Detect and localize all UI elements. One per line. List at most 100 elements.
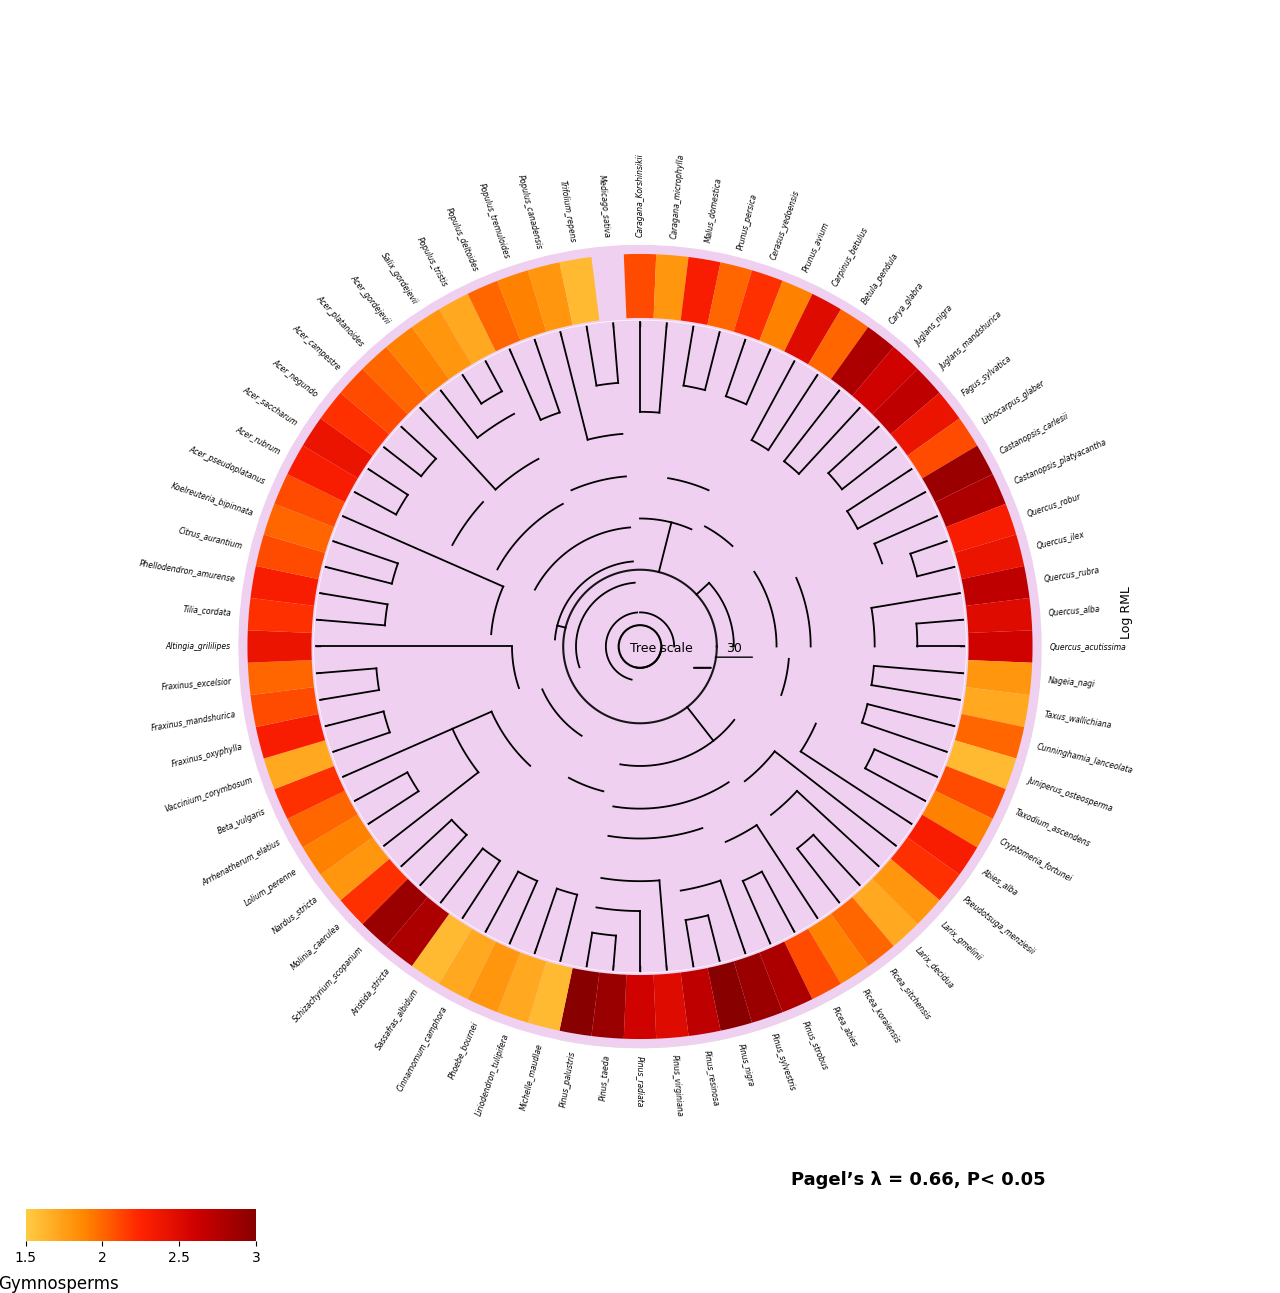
Wedge shape [559, 968, 599, 1036]
Text: Acer_saccharum: Acer_saccharum [242, 384, 300, 427]
Text: Populus_tristis: Populus_tristis [415, 235, 449, 288]
Text: Sassafras_albidum: Sassafras_albidum [374, 987, 420, 1051]
Wedge shape [274, 765, 344, 818]
Wedge shape [966, 661, 1032, 696]
Text: Taxus_wallichiana: Taxus_wallichiana [1043, 710, 1112, 729]
Text: Fagus_sylvatica: Fagus_sylvatica [960, 354, 1014, 398]
Wedge shape [946, 504, 1016, 553]
Text: Juniperus_osteosperma: Juniperus_osteosperma [1027, 776, 1114, 813]
Wedge shape [264, 740, 334, 789]
Wedge shape [303, 419, 372, 478]
Wedge shape [831, 897, 893, 966]
Text: 30: 30 [726, 643, 742, 656]
Text: Taxodium_ascendens: Taxodium_ascendens [1014, 807, 1092, 848]
Text: Quercus_ilex: Quercus_ilex [1036, 530, 1085, 551]
Wedge shape [320, 838, 389, 900]
Wedge shape [287, 791, 358, 847]
Text: Acer_rubrum: Acer_rubrum [234, 424, 282, 455]
Text: Tilia_cordata: Tilia_cordata [183, 604, 232, 617]
Text: Prunus_persica: Prunus_persica [736, 193, 759, 251]
Text: Acer_platanoides: Acer_platanoides [315, 294, 366, 348]
Wedge shape [966, 597, 1032, 632]
Text: Larix_decidua: Larix_decidua [914, 945, 956, 990]
Wedge shape [654, 972, 689, 1038]
Text: Acer_pseudoplatanus: Acer_pseudoplatanus [188, 445, 266, 486]
Text: Quercus_robur: Quercus_robur [1027, 491, 1082, 517]
Text: Schizachyrium_scoparium: Schizachyrium_scoparium [292, 945, 366, 1024]
Text: Tree scale: Tree scale [630, 643, 692, 656]
Wedge shape [785, 928, 841, 999]
Wedge shape [759, 941, 813, 1012]
Wedge shape [654, 255, 689, 321]
Wedge shape [785, 294, 841, 365]
Text: Pinus_sylvestris: Pinus_sylvestris [769, 1032, 797, 1093]
Text: Salix_gordejevii: Salix_gordejevii [379, 251, 420, 306]
Wedge shape [387, 327, 449, 396]
Wedge shape [498, 270, 547, 340]
Text: Populus_deltoides: Populus_deltoides [444, 207, 480, 273]
Polygon shape [558, 646, 1041, 1047]
Text: Lolium_perenne: Lolium_perenne [243, 866, 300, 908]
Wedge shape [467, 281, 521, 352]
Text: Aristida_stricta: Aristida_stricta [349, 967, 392, 1018]
Wedge shape [439, 294, 495, 365]
Text: Pinus_radiata: Pinus_radiata [635, 1056, 645, 1108]
Text: Michelle_maudlae: Michelle_maudlae [518, 1042, 544, 1111]
Wedge shape [759, 281, 813, 352]
Text: Vaccinium_corymbosum: Vaccinium_corymbosum [164, 776, 253, 813]
Wedge shape [936, 475, 1006, 528]
Wedge shape [955, 534, 1024, 579]
Wedge shape [303, 815, 372, 874]
Wedge shape [808, 914, 868, 984]
Wedge shape [852, 347, 918, 414]
Wedge shape [591, 972, 626, 1038]
Wedge shape [362, 879, 428, 946]
Text: Fraxinus_oxyphylla: Fraxinus_oxyphylla [172, 742, 244, 769]
Text: Larix_gmelinii: Larix_gmelinii [938, 921, 983, 963]
Text: Pinus_resinosa: Pinus_resinosa [703, 1050, 721, 1107]
Wedge shape [852, 879, 918, 946]
Wedge shape [623, 253, 657, 318]
Text: Pseudotsuga_menziesii: Pseudotsuga_menziesii [960, 895, 1037, 957]
Text: Altingia_grililipes: Altingia_grililipes [165, 643, 230, 650]
Wedge shape [831, 327, 893, 396]
Wedge shape [872, 369, 940, 434]
Text: Picea_koraiensis: Picea_koraiensis [860, 987, 902, 1045]
Wedge shape [340, 369, 408, 434]
Text: Picea_sitchensis: Picea_sitchensis [888, 967, 933, 1021]
Wedge shape [733, 953, 782, 1023]
Wedge shape [251, 687, 319, 727]
Text: Fraxinus_mandshurica: Fraxinus_mandshurica [151, 710, 237, 733]
Text: Pinus_palustris: Pinus_palustris [559, 1050, 577, 1108]
Polygon shape [239, 246, 1041, 1047]
Text: Malus_domestica: Malus_domestica [703, 177, 723, 243]
Wedge shape [287, 446, 358, 502]
Wedge shape [872, 859, 940, 924]
Text: Lithocarpus_glaber: Lithocarpus_glaber [980, 379, 1046, 427]
Wedge shape [708, 962, 753, 1031]
Wedge shape [955, 714, 1024, 759]
Text: Phoebe_bournei: Phoebe_bournei [447, 1020, 480, 1080]
Wedge shape [891, 838, 960, 900]
Wedge shape [527, 262, 572, 331]
Text: Citrus_aurantium: Citrus_aurantium [178, 525, 244, 551]
Text: Medicago_sativa: Medicago_sativa [596, 175, 611, 239]
Text: Pinus_nigra: Pinus_nigra [736, 1042, 755, 1087]
Text: Carya_glabra: Carya_glabra [888, 281, 925, 326]
Wedge shape [251, 566, 319, 606]
Text: Liriodendron_tulipifera: Liriodendron_tulipifera [475, 1032, 511, 1117]
Wedge shape [274, 475, 344, 528]
Text: Caragana_microphylla: Caragana_microphylla [669, 153, 685, 239]
Wedge shape [891, 393, 960, 455]
Wedge shape [708, 262, 753, 331]
Text: Cinnamomum_camphora: Cinnamomum_camphora [396, 1005, 449, 1093]
Text: Pinus_strobus: Pinus_strobus [800, 1020, 829, 1072]
Wedge shape [681, 968, 721, 1036]
Wedge shape [320, 393, 389, 455]
Text: Cunninghamia_lanceolata: Cunninghamia_lanceolata [1036, 742, 1134, 776]
Text: Prunus_avium: Prunus_avium [800, 220, 831, 273]
Text: Cerasus_yedoensis: Cerasus_yedoensis [769, 189, 801, 261]
Wedge shape [908, 815, 977, 874]
Text: Acer_gordejevii: Acer_gordejevii [348, 274, 392, 326]
Wedge shape [936, 765, 1006, 818]
